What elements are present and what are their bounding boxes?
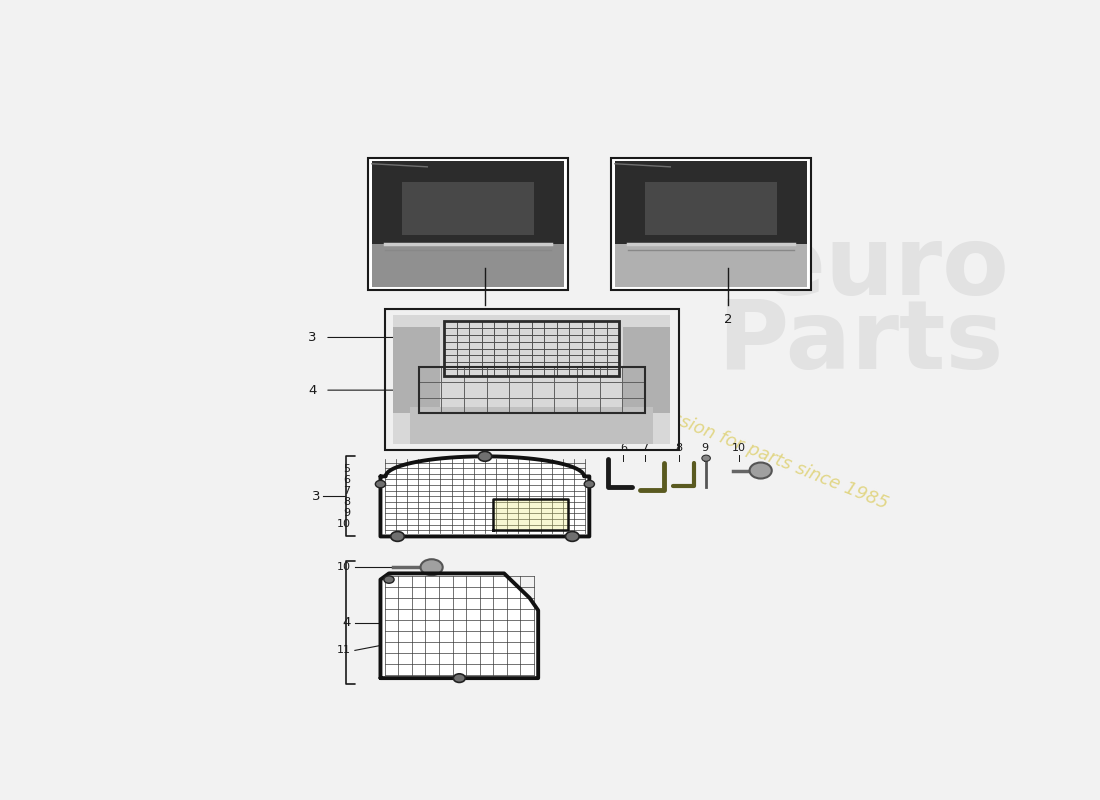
Circle shape <box>453 674 465 682</box>
Text: 1: 1 <box>481 314 490 326</box>
Text: 4: 4 <box>308 384 317 397</box>
Bar <box>615 161 806 287</box>
Text: 9: 9 <box>343 508 351 518</box>
Circle shape <box>384 576 394 583</box>
Text: 2: 2 <box>724 314 733 326</box>
Circle shape <box>749 462 772 478</box>
Polygon shape <box>381 574 538 678</box>
Circle shape <box>478 451 492 462</box>
Text: 4: 4 <box>342 616 351 629</box>
Bar <box>419 367 645 414</box>
Text: 7: 7 <box>641 443 648 454</box>
Text: 10: 10 <box>337 562 351 572</box>
Bar <box>372 244 563 287</box>
Text: euro: euro <box>760 222 1010 315</box>
Circle shape <box>375 480 386 488</box>
Bar <box>385 309 679 450</box>
Circle shape <box>565 531 579 542</box>
Text: 8: 8 <box>675 443 682 454</box>
Text: Parts: Parts <box>717 296 1003 389</box>
Polygon shape <box>381 456 590 537</box>
Bar <box>610 158 811 290</box>
Text: 3: 3 <box>312 490 321 503</box>
Text: 8: 8 <box>343 497 351 507</box>
Text: 9: 9 <box>701 443 708 454</box>
Circle shape <box>390 531 405 542</box>
Bar <box>394 327 440 414</box>
Bar <box>410 407 653 444</box>
Bar <box>367 158 568 290</box>
Text: 6: 6 <box>620 443 627 454</box>
Text: 6: 6 <box>343 474 351 485</box>
Bar <box>394 314 670 444</box>
Text: 10: 10 <box>732 443 746 454</box>
Bar <box>624 327 670 414</box>
Text: 3: 3 <box>308 331 317 344</box>
Bar <box>444 321 619 376</box>
Polygon shape <box>494 499 568 530</box>
Bar <box>645 182 777 234</box>
Circle shape <box>702 455 711 462</box>
Text: 10: 10 <box>337 519 351 529</box>
Text: a passion for parts since 1985: a passion for parts since 1985 <box>631 394 891 513</box>
Bar <box>402 182 534 234</box>
Bar <box>615 244 806 287</box>
Bar <box>372 161 563 287</box>
Circle shape <box>420 559 442 575</box>
Text: 11: 11 <box>337 646 351 655</box>
Text: 5: 5 <box>343 464 351 474</box>
Circle shape <box>584 480 594 488</box>
Text: 7: 7 <box>343 486 351 496</box>
